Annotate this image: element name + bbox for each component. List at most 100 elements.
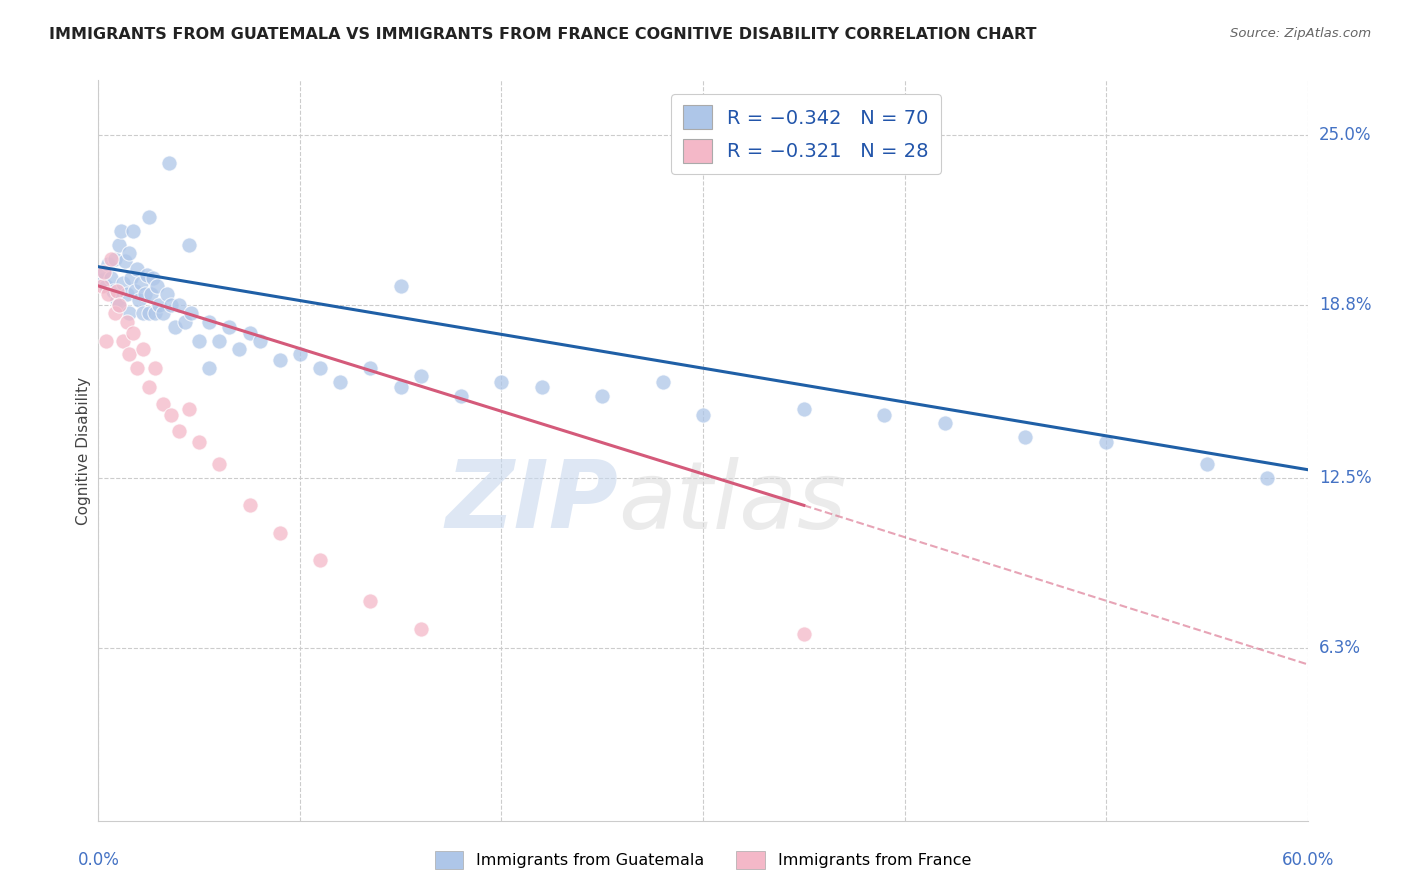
Point bbox=[121, 224, 143, 238]
Point bbox=[134, 287, 156, 301]
Point bbox=[138, 306, 160, 320]
Point bbox=[167, 298, 190, 312]
Point bbox=[218, 320, 240, 334]
Point bbox=[118, 246, 141, 260]
Point bbox=[179, 237, 201, 252]
Point bbox=[93, 265, 115, 279]
Text: Source: ZipAtlas.com: Source: ZipAtlas.com bbox=[1230, 27, 1371, 40]
Point bbox=[118, 347, 141, 361]
Point bbox=[1256, 471, 1278, 485]
Point bbox=[101, 285, 124, 299]
Text: 18.8%: 18.8% bbox=[1319, 296, 1371, 314]
Point bbox=[239, 498, 262, 512]
Point bbox=[389, 380, 412, 394]
Point bbox=[1195, 457, 1218, 471]
Point bbox=[208, 334, 231, 348]
Point bbox=[269, 353, 291, 368]
Point bbox=[591, 389, 613, 403]
Text: 60.0%: 60.0% bbox=[1281, 851, 1334, 869]
Point bbox=[152, 306, 174, 320]
Point bbox=[115, 287, 138, 301]
Point bbox=[157, 155, 180, 169]
Text: 25.0%: 25.0% bbox=[1319, 126, 1371, 145]
Point bbox=[100, 252, 122, 266]
Point bbox=[91, 273, 114, 287]
Point bbox=[228, 342, 250, 356]
Point bbox=[138, 380, 160, 394]
Point bbox=[389, 279, 412, 293]
Point bbox=[132, 306, 155, 320]
Point bbox=[124, 285, 146, 299]
Point bbox=[450, 389, 472, 403]
Point bbox=[93, 265, 115, 279]
Point bbox=[100, 270, 122, 285]
Point bbox=[174, 315, 197, 329]
Point bbox=[125, 262, 148, 277]
Point bbox=[107, 298, 129, 312]
Text: 0.0%: 0.0% bbox=[77, 851, 120, 869]
Point bbox=[1014, 430, 1036, 444]
Point bbox=[179, 402, 201, 417]
Point bbox=[793, 402, 815, 417]
Text: ZIP: ZIP bbox=[446, 457, 619, 549]
Point bbox=[188, 334, 211, 348]
Point bbox=[103, 306, 125, 320]
Point bbox=[139, 287, 162, 301]
Point bbox=[360, 361, 382, 376]
Point bbox=[692, 408, 714, 422]
Point bbox=[239, 326, 262, 340]
Point bbox=[198, 361, 221, 376]
Point bbox=[198, 315, 221, 329]
Point bbox=[91, 279, 114, 293]
Point bbox=[114, 254, 136, 268]
Point bbox=[107, 237, 129, 252]
Point bbox=[152, 397, 174, 411]
Point bbox=[115, 315, 138, 329]
Point bbox=[105, 293, 128, 307]
Point bbox=[97, 287, 120, 301]
Point bbox=[129, 276, 152, 290]
Point bbox=[121, 326, 143, 340]
Text: 6.3%: 6.3% bbox=[1319, 639, 1361, 657]
Point bbox=[103, 252, 125, 266]
Text: atlas: atlas bbox=[619, 457, 846, 548]
Point bbox=[118, 306, 141, 320]
Point bbox=[360, 594, 382, 608]
Text: 12.5%: 12.5% bbox=[1319, 469, 1371, 487]
Point bbox=[329, 375, 352, 389]
Point bbox=[249, 334, 271, 348]
Point bbox=[142, 270, 165, 285]
Point bbox=[409, 622, 432, 636]
Point bbox=[160, 408, 183, 422]
Point bbox=[288, 347, 311, 361]
Point bbox=[96, 279, 118, 293]
Point bbox=[125, 361, 148, 376]
Point bbox=[269, 525, 291, 540]
Point bbox=[110, 224, 132, 238]
Point bbox=[107, 298, 129, 312]
Point bbox=[143, 306, 166, 320]
Point bbox=[1095, 435, 1118, 450]
Point bbox=[309, 361, 332, 376]
Point bbox=[934, 416, 956, 430]
Legend: Immigrants from Guatemala, Immigrants from France: Immigrants from Guatemala, Immigrants fr… bbox=[429, 845, 977, 875]
Point bbox=[409, 369, 432, 384]
Point bbox=[793, 627, 815, 641]
Text: IMMIGRANTS FROM GUATEMALA VS IMMIGRANTS FROM FRANCE COGNITIVE DISABILITY CORRELA: IMMIGRANTS FROM GUATEMALA VS IMMIGRANTS … bbox=[49, 27, 1036, 42]
Point bbox=[163, 320, 186, 334]
Point bbox=[111, 334, 134, 348]
Point bbox=[138, 211, 160, 225]
Point bbox=[111, 276, 134, 290]
Legend: R = −0.342   N = 70, R = −0.321   N = 28: R = −0.342 N = 70, R = −0.321 N = 28 bbox=[671, 94, 941, 174]
Point bbox=[309, 553, 332, 567]
Point bbox=[167, 424, 190, 438]
Point bbox=[188, 435, 211, 450]
Point bbox=[651, 375, 673, 389]
Y-axis label: Cognitive Disability: Cognitive Disability bbox=[76, 376, 91, 524]
Point bbox=[96, 334, 118, 348]
Point bbox=[135, 268, 157, 282]
Point bbox=[208, 457, 231, 471]
Point bbox=[180, 306, 202, 320]
Point bbox=[491, 375, 513, 389]
Point bbox=[97, 257, 120, 271]
